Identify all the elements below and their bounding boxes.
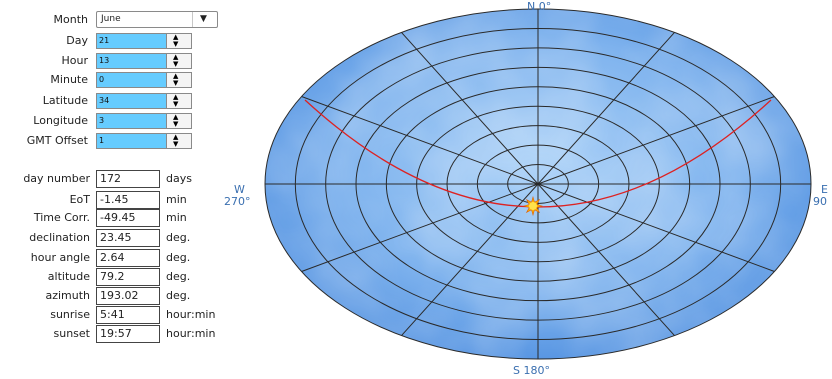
spinner-down-icon[interactable]: ▼ (173, 140, 179, 148)
spinner-down-icon[interactable]: ▼ (173, 79, 179, 87)
output-value: 19:57 (96, 325, 160, 343)
azimuth-spoke (537, 183, 775, 272)
output-unit: hour:min (166, 327, 216, 340)
spinner-down-icon[interactable]: ▼ (173, 100, 179, 108)
minute-spinner[interactable]: 0 ▲ ▼ (96, 72, 192, 88)
spinner-down-icon[interactable]: ▼ (173, 40, 179, 48)
output-label: sunrise (50, 308, 90, 321)
longitude-label: Longitude (33, 114, 88, 127)
output-label: azimuth (45, 289, 90, 302)
south-label: S 180° (513, 364, 550, 377)
month-select-value: June (101, 14, 121, 24)
day-label: Day (66, 34, 88, 47)
spinner-down-icon[interactable]: ▼ (173, 60, 179, 68)
output-value: 23.45 (96, 229, 160, 247)
output-value: 5:41 (96, 306, 160, 324)
east-letter: E (821, 183, 828, 196)
west-letter: W (234, 183, 245, 196)
output-unit: days (166, 172, 192, 185)
output-unit: deg. (166, 289, 191, 302)
chevron-down-icon: ▼ (200, 14, 207, 24)
day-spinner[interactable]: 21 ▲ ▼ (96, 33, 192, 49)
latitude-spinner-arrows[interactable]: ▲ ▼ (166, 94, 191, 108)
longitude-input[interactable]: 3 (97, 114, 166, 128)
hour-input[interactable]: 13 (97, 54, 166, 68)
gmt-offset-input[interactable]: 1 (97, 134, 166, 148)
latitude-label: Latitude (42, 94, 88, 107)
longitude-spinner-arrows[interactable]: ▲ ▼ (166, 114, 191, 128)
month-label: Month (53, 13, 88, 26)
minute-label: Minute (50, 73, 88, 86)
gmt-offset-label: GMT Offset (26, 134, 88, 147)
minute-spinner-arrows[interactable]: ▲ ▼ (166, 73, 191, 87)
output-value: 2.64 (96, 249, 160, 267)
azimuth-spoke (401, 32, 539, 185)
output-label: EoT (69, 193, 90, 206)
azimuth-spoke (301, 96, 539, 185)
output-value: -1.45 (96, 191, 160, 209)
hour-label: Hour (61, 54, 89, 67)
minute-input[interactable]: 0 (97, 73, 166, 87)
output-label: Time Corr. (33, 211, 90, 224)
dropdown-arrow[interactable]: ▼ (192, 12, 217, 27)
output-unit: min (166, 211, 187, 224)
west-degree-label: 270° (224, 195, 251, 208)
spinner-up-icon[interactable]: ▲ (173, 133, 179, 141)
gmt-offset-spinner-arrows[interactable]: ▲ ▼ (166, 134, 191, 148)
output-label: day number (23, 172, 90, 185)
sun-icon (522, 195, 544, 217)
latitude-input[interactable]: 34 (97, 94, 166, 108)
output-unit: hour:min (166, 308, 216, 321)
day-input[interactable]: 21 (97, 34, 166, 48)
month-select[interactable]: June ▼ (96, 11, 218, 28)
spinner-up-icon[interactable]: ▲ (173, 113, 179, 121)
longitude-spinner[interactable]: 3 ▲ ▼ (96, 113, 192, 129)
azimuth-spoke (537, 96, 775, 185)
azimuth-spoke (301, 183, 539, 272)
spinner-up-icon[interactable]: ▲ (173, 53, 179, 61)
latitude-spinner[interactable]: 34 ▲ ▼ (96, 93, 192, 109)
output-value: 79.2 (96, 268, 160, 286)
output-value: 172 (96, 170, 160, 188)
north-label: N 0° (527, 0, 552, 13)
output-label: sunset (53, 327, 91, 340)
sky-polar-diagram (264, 8, 812, 360)
azimuth-spoke (401, 183, 539, 336)
output-unit: deg. (166, 231, 191, 244)
hour-spinner-arrows[interactable]: ▲ ▼ (166, 54, 191, 68)
day-spinner-arrows[interactable]: ▲ ▼ (166, 34, 191, 48)
output-label: hour angle (30, 251, 90, 264)
output-value: 193.02 (96, 287, 160, 305)
output-unit: deg. (166, 270, 191, 283)
east-degree-label: 90 (813, 195, 827, 208)
spinner-up-icon[interactable]: ▲ (173, 33, 179, 41)
gmt-offset-spinner[interactable]: 1 ▲ ▼ (96, 133, 192, 149)
azimuth-spoke (537, 32, 675, 185)
spinner-up-icon[interactable]: ▲ (173, 93, 179, 101)
output-unit: min (166, 193, 187, 206)
output-value: -49.45 (96, 209, 160, 227)
output-unit: deg. (166, 251, 191, 264)
spinner-down-icon[interactable]: ▼ (173, 120, 179, 128)
azimuth-spokes (265, 9, 811, 359)
spinner-up-icon[interactable]: ▲ (173, 72, 179, 80)
output-label: declination (29, 231, 90, 244)
hour-spinner[interactable]: 13 ▲ ▼ (96, 53, 192, 69)
output-label: altitude (47, 270, 90, 283)
azimuth-spoke (537, 183, 675, 336)
